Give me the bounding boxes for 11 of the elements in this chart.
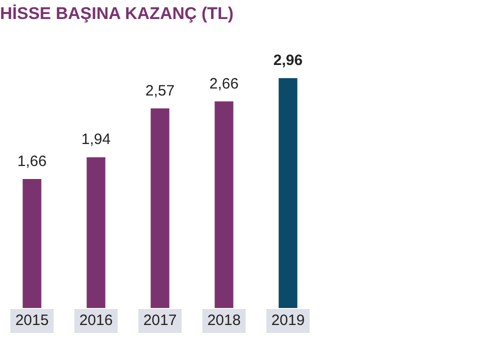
x-tick-label: 2019 bbox=[271, 312, 305, 330]
data-label: 1,66 bbox=[17, 152, 47, 170]
data-label: 2,66 bbox=[209, 75, 239, 92]
data-label: 1,94 bbox=[81, 131, 111, 148]
chart-title: HİSSE BAŞINA KAZANÇ (TL) bbox=[0, 4, 234, 24]
data-label: 2,96 bbox=[273, 52, 303, 70]
x-tick-label: 2017 bbox=[143, 312, 177, 330]
x-tick-label: 2016 bbox=[79, 312, 113, 330]
data-label: 2,57 bbox=[145, 82, 175, 100]
x-tick-label: 2015 bbox=[15, 312, 49, 330]
x-tick-label: 2018 bbox=[207, 312, 241, 330]
